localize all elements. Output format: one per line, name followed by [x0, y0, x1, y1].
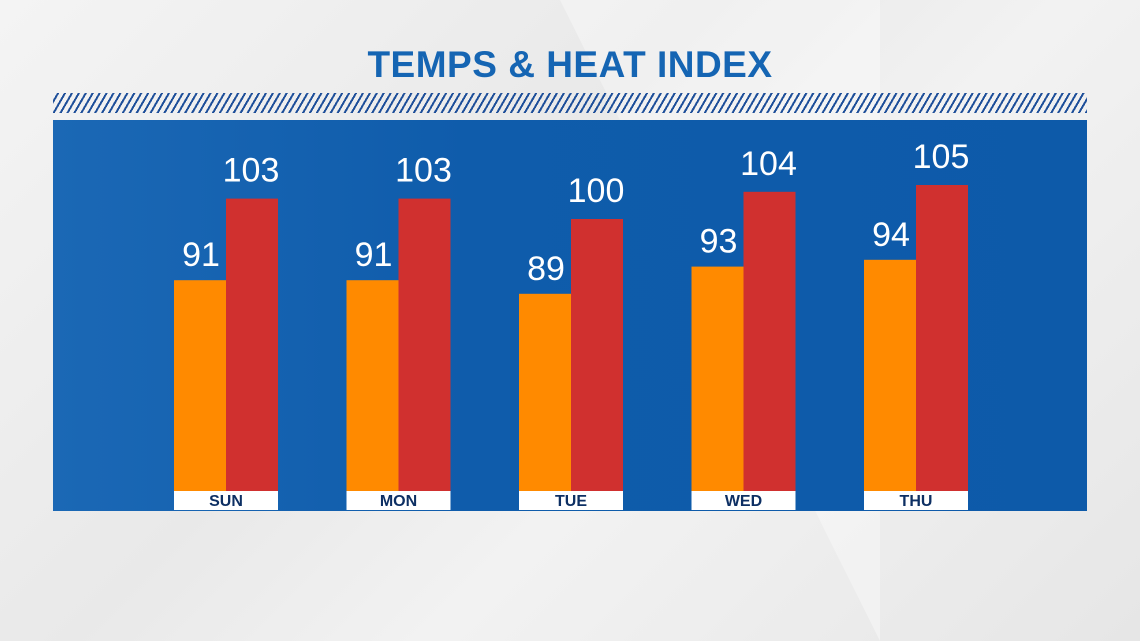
value-label: 91 — [355, 236, 393, 274]
value-label: 93 — [700, 223, 738, 261]
bar — [743, 191, 796, 492]
value-label: 94 — [872, 216, 910, 254]
value-label: 89 — [527, 250, 565, 288]
bar — [398, 198, 451, 491]
bar — [226, 198, 278, 491]
bar — [174, 280, 226, 491]
bar — [691, 266, 744, 491]
value-label: 103 — [395, 152, 452, 190]
category-band — [174, 491, 278, 510]
category-label: MON — [380, 493, 417, 510]
chart-title: TEMPS & HEAT INDEX — [367, 44, 773, 85]
hatch-stripe — [53, 93, 1087, 113]
bar — [519, 293, 571, 491]
value-label: 100 — [568, 172, 625, 210]
bar — [346, 280, 399, 491]
value-label: 103 — [223, 152, 280, 190]
category-label: THU — [900, 493, 933, 510]
category-band — [346, 491, 451, 510]
category-label: SUN — [209, 493, 243, 510]
value-label: 91 — [182, 236, 220, 274]
category-band — [864, 491, 968, 510]
bar — [864, 259, 916, 491]
value-label: 105 — [913, 138, 970, 176]
category-label: WED — [725, 493, 762, 510]
category-band — [691, 491, 796, 510]
category-band — [519, 491, 623, 510]
value-label: 104 — [740, 145, 797, 183]
bar — [916, 185, 968, 491]
bar — [571, 219, 623, 491]
category-label: TUE — [555, 493, 587, 510]
